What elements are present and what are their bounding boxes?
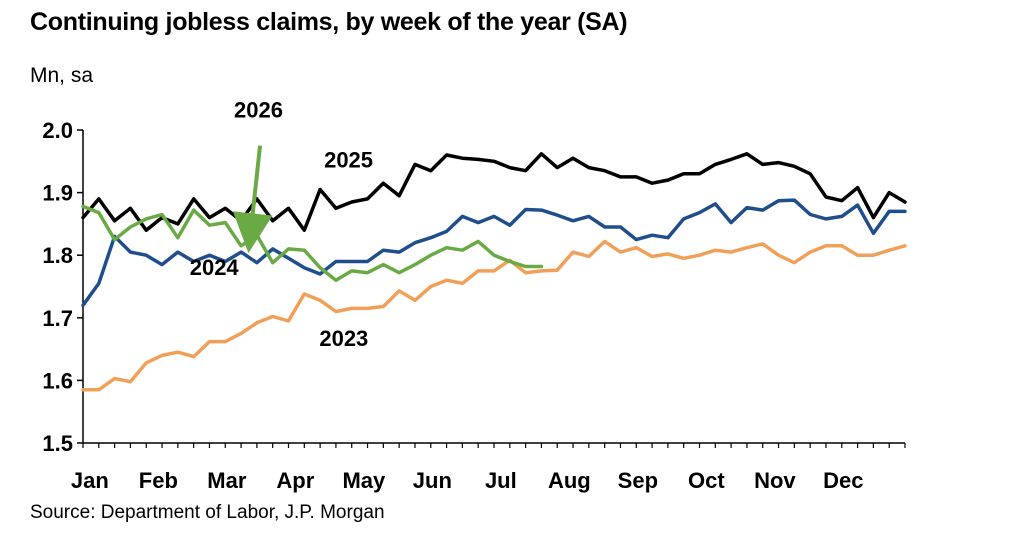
series-line-2026 bbox=[81, 204, 544, 282]
series-line-2025 bbox=[81, 152, 907, 232]
x-tick-label: Mar bbox=[207, 468, 247, 493]
series-label-2026: 2026 bbox=[234, 97, 283, 122]
source-note: Source: Department of Labor, J.P. Morgan bbox=[30, 502, 385, 523]
series-line-2023 bbox=[81, 239, 907, 392]
x-tick-label: Sep bbox=[618, 468, 658, 493]
y-tick-label: 1.7 bbox=[42, 306, 73, 331]
labels-layer: 2025 2024 2023 2026 bbox=[190, 97, 373, 350]
chart-title: Continuing jobless claims, by week of th… bbox=[30, 8, 628, 36]
series-label-2024: 2024 bbox=[190, 255, 240, 280]
annotation-arrow-2026 bbox=[232, 145, 273, 254]
x-tick-label: Apr bbox=[276, 468, 314, 493]
x-tick-label: Jul bbox=[485, 468, 517, 493]
x-tick-label: Aug bbox=[548, 468, 591, 493]
axes: 1.5 1.6 1.7 1.8 1.9 2.0 Jan Feb Mar Apr May Jun Jul A… bbox=[42, 118, 906, 493]
x-tick-label: Oct bbox=[688, 468, 725, 493]
series-layer bbox=[81, 145, 907, 392]
x-tick-label: Jan bbox=[71, 468, 109, 493]
y-tick-label: 1.8 bbox=[42, 243, 73, 268]
unit-label: Mn, sa bbox=[30, 64, 94, 87]
x-tick-label: Nov bbox=[754, 468, 796, 493]
y-tick-label: 1.9 bbox=[42, 181, 73, 206]
x-tick-label: May bbox=[342, 468, 386, 493]
series-line-2024 bbox=[81, 198, 907, 308]
y-tick-label: 1.5 bbox=[42, 431, 73, 456]
x-tick-label: Jun bbox=[413, 468, 452, 493]
x-tick-label: Feb bbox=[139, 468, 178, 493]
series-label-2025: 2025 bbox=[324, 148, 373, 173]
x-tick-label: Dec bbox=[823, 468, 863, 493]
series-label-2023: 2023 bbox=[319, 326, 368, 351]
y-tick-label: 1.6 bbox=[42, 368, 73, 393]
y-tick-label: 2.0 bbox=[42, 118, 73, 143]
